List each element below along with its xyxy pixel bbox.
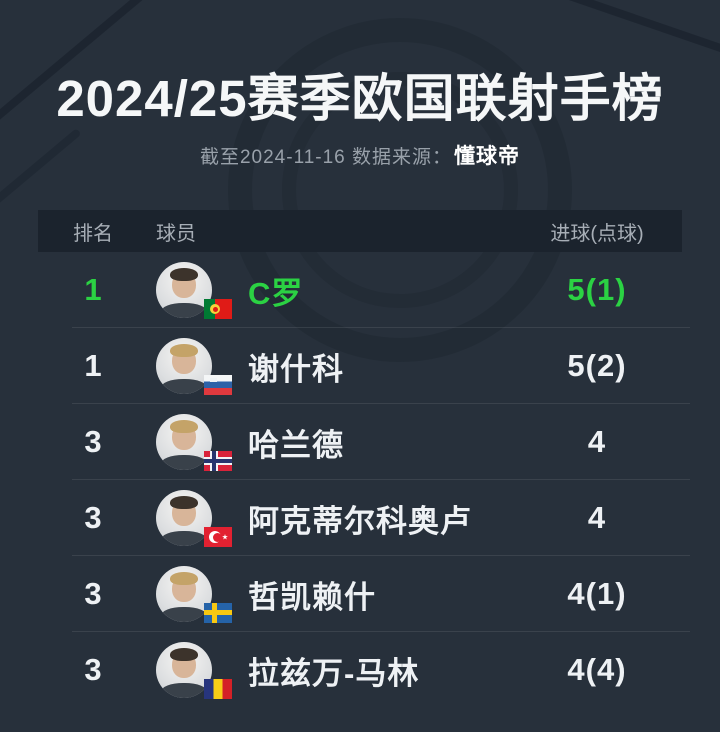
player-name: 拉兹万-马林 bbox=[248, 655, 420, 691]
goals-cell: 4(4) bbox=[567, 652, 627, 687]
column-header-goals: 进球(点球) bbox=[550, 222, 644, 245]
avatar-photo bbox=[156, 262, 212, 318]
goals-cell: 4 bbox=[587, 500, 607, 535]
avatar-photo bbox=[156, 490, 212, 546]
flag-slovenia-icon bbox=[204, 375, 232, 395]
rank-cell: 1 bbox=[84, 272, 102, 307]
avatar-photo bbox=[156, 338, 212, 394]
goals-cell: 5(2) bbox=[567, 348, 627, 383]
header-block: 2024/25赛季欧国联射手榜 截至2024-11-16 数据来源：懂球帝 bbox=[0, 0, 720, 170]
rank-cell: 1 bbox=[84, 348, 102, 383]
avatar-hair-icon bbox=[170, 268, 198, 281]
flag-romania-icon bbox=[204, 679, 232, 699]
rank-cell: 3 bbox=[84, 500, 102, 535]
goals-cell: 4(1) bbox=[567, 576, 627, 611]
flag-norway-icon bbox=[204, 451, 232, 471]
player-avatar bbox=[156, 262, 232, 319]
goals-cell: 5(1) bbox=[567, 272, 627, 307]
flag-turkey-icon bbox=[204, 527, 232, 547]
flag-portugal-icon bbox=[204, 299, 232, 319]
column-header-player: 球员 bbox=[156, 222, 196, 245]
scorer-table-body: 1 C罗 5(1) 1 谢什 bbox=[38, 252, 690, 708]
flag-sweden-icon bbox=[204, 603, 232, 623]
rank-cell: 3 bbox=[84, 424, 102, 459]
player-name: 哲凯赖什 bbox=[248, 579, 376, 615]
player-cell: 哲凯赖什 bbox=[148, 566, 512, 623]
player-name: C罗 bbox=[248, 275, 304, 311]
player-avatar bbox=[156, 338, 232, 395]
table-row: 3 阿克蒂尔科奥卢 4 bbox=[38, 480, 690, 556]
table-row: 3 拉兹万-马林 4(4) bbox=[38, 632, 682, 708]
column-header-rank: 排名 bbox=[73, 222, 113, 245]
flag-emblem-icon bbox=[222, 534, 228, 540]
player-name: 阿克蒂尔科奥卢 bbox=[248, 503, 472, 539]
player-cell: 谢什科 bbox=[148, 338, 512, 395]
player-cell: 哈兰德 bbox=[148, 414, 512, 471]
player-cell: 阿克蒂尔科奥卢 bbox=[148, 490, 512, 547]
player-cell: 拉兹万-马林 bbox=[148, 642, 512, 699]
player-name: 哈兰德 bbox=[248, 427, 344, 463]
source-logo-text: 懂球帝 bbox=[454, 145, 521, 168]
avatar-hair-icon bbox=[170, 344, 198, 357]
table-header-row: 排名 球员 进球(点球) bbox=[38, 210, 682, 252]
table-row: 1 谢什科 5(2) bbox=[38, 328, 690, 404]
avatar-hair-icon bbox=[170, 496, 198, 509]
avatar-photo bbox=[156, 642, 212, 698]
avatar-hair-icon bbox=[170, 648, 198, 661]
subtitle-date-source: 截至2024-11-16 数据来源： bbox=[199, 147, 453, 168]
avatar-photo bbox=[156, 566, 212, 622]
player-avatar bbox=[156, 642, 232, 699]
subtitle: 截至2024-11-16 数据来源：懂球帝 bbox=[0, 140, 720, 170]
table-row: 3 哈兰德 4 bbox=[38, 404, 690, 480]
player-cell: C罗 bbox=[148, 262, 512, 319]
avatar-hair-icon bbox=[170, 420, 198, 433]
player-avatar bbox=[156, 414, 232, 471]
flag-emblem-icon bbox=[210, 378, 217, 387]
rank-cell: 3 bbox=[84, 652, 102, 687]
page-title: 2024/25赛季欧国联射手榜 bbox=[56, 70, 664, 127]
player-avatar bbox=[156, 490, 232, 547]
player-name: 谢什科 bbox=[248, 351, 344, 387]
table-row: 1 C罗 5(1) bbox=[38, 252, 690, 328]
rank-cell: 3 bbox=[84, 576, 102, 611]
scorer-table: 排名 球员 进球(点球) 1 C罗 5(1) 1 bbox=[38, 210, 690, 708]
player-avatar bbox=[156, 566, 232, 623]
flag-emblem-icon bbox=[212, 306, 218, 312]
avatar-hair-icon bbox=[170, 572, 198, 585]
avatar-photo bbox=[156, 414, 212, 470]
table-row: 3 哲凯赖什 4(1) bbox=[38, 556, 690, 632]
goals-cell: 4 bbox=[587, 424, 607, 459]
